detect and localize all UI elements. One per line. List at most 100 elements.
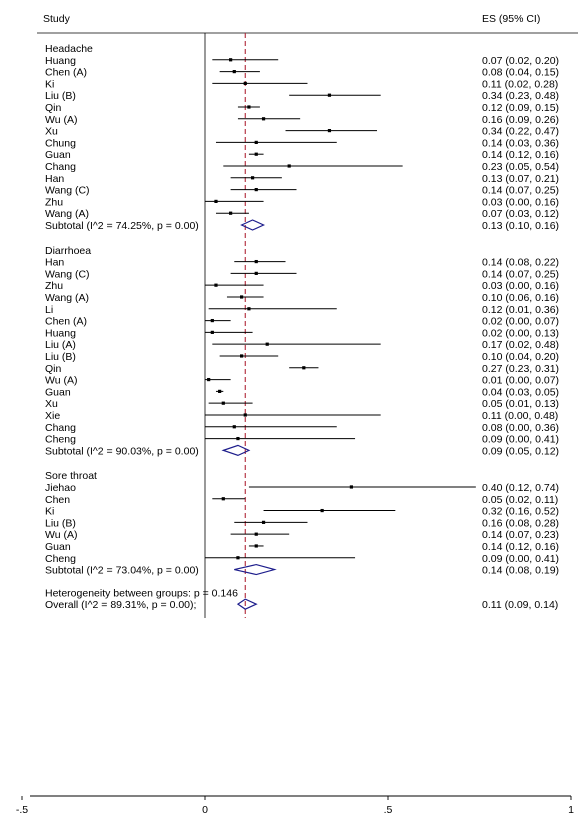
es-value: 0.02 (0.00, 0.07): [482, 316, 559, 328]
study-row: Chang 0.23 (0.05, 0.54): [45, 161, 559, 173]
study-row: Wu (A) 0.16 (0.09, 0.26): [45, 114, 559, 126]
study-label: Wu (A): [45, 375, 77, 387]
study-label: Liu (A): [45, 339, 76, 351]
study-row: Liu (A) 0.17 (0.02, 0.48): [45, 339, 559, 351]
study-row: Qin 0.27 (0.23, 0.31): [45, 363, 559, 375]
study-label: Guan: [45, 386, 71, 398]
x-axis-tick-label: 1: [568, 804, 574, 816]
es-value: 0.14 (0.12, 0.16): [482, 541, 559, 553]
point-estimate: [254, 152, 258, 156]
point-estimate: [349, 485, 353, 489]
point-estimate: [302, 366, 306, 370]
study-row: Wu (A) 0.01 (0.00, 0.07): [45, 375, 559, 387]
group-name: Headache: [45, 43, 93, 55]
es-value: 0.14 (0.08, 0.22): [482, 257, 559, 269]
overall-row: Overall (I^2 = 89.31%, p = 0.00); 0.11 (0…: [45, 598, 558, 611]
point-estimate: [240, 354, 244, 358]
es-value: 0.08 (0.00, 0.36): [482, 422, 559, 434]
study-label: Liu (B): [45, 90, 76, 102]
es-value: 0.08 (0.04, 0.15): [482, 67, 559, 79]
point-estimate: [254, 259, 258, 264]
point-estimate: [221, 497, 225, 501]
es-value: 0.11 (0.09, 0.14): [482, 599, 558, 611]
es-value: 0.16 (0.08, 0.28): [482, 517, 559, 529]
x-axis-tick-label: -.5: [16, 804, 28, 816]
study-row: Qin 0.12 (0.09, 0.15): [45, 102, 559, 114]
study-column-header: Study: [43, 13, 71, 25]
point-estimate: [243, 81, 247, 85]
study-label: Huang: [45, 327, 76, 339]
es-value: 0.05 (0.02, 0.11): [482, 494, 558, 506]
es-column-header: ES (95% CI): [482, 13, 540, 25]
point-estimate: [229, 211, 233, 215]
point-estimate: [207, 377, 211, 382]
subtotal-row: Subtotal (I^2 = 74.25%, p = 0.00) 0.13 (0…: [45, 219, 559, 232]
study-label: Chen (A): [45, 67, 87, 79]
group-name: Sore throat: [45, 470, 97, 482]
es-value: 0.23 (0.05, 0.54): [482, 161, 559, 173]
es-value: 0.02 (0.00, 0.13): [482, 327, 559, 339]
study-row: Chen (A) 0.08 (0.04, 0.15): [45, 67, 559, 79]
study-label: Wu (A): [45, 529, 77, 541]
es-value: 0.40 (0.12, 0.74): [482, 482, 559, 494]
study-label: Chen (A): [45, 316, 87, 328]
study-row: Wang (A) 0.10 (0.06, 0.16): [45, 292, 559, 304]
point-estimate: [250, 176, 255, 180]
point-estimate: [221, 401, 225, 405]
study-row: Liu (B) 0.34 (0.23, 0.48): [45, 90, 559, 102]
point-estimate: [254, 140, 258, 144]
point-estimate: [218, 389, 222, 393]
study-label: Wang (C): [45, 185, 90, 197]
pooled-diamond: [234, 563, 277, 576]
es-value: 0.01 (0.00, 0.07): [482, 375, 559, 387]
es-value: 0.14 (0.07, 0.25): [482, 185, 559, 197]
study-label: Ki: [45, 78, 54, 90]
point-estimate: [327, 93, 332, 97]
group-name: Diarrhoea: [45, 245, 91, 257]
study-row: Zhu 0.03 (0.00, 0.16): [45, 196, 559, 208]
point-estimate: [210, 318, 214, 323]
es-value: 0.32 (0.16, 0.52): [482, 506, 559, 518]
study-label: Zhu: [45, 280, 63, 292]
point-estimate: [232, 425, 236, 429]
study-label: Xu: [45, 398, 58, 410]
group-header: Headache: [45, 43, 93, 55]
es-value: 0.03 (0.00, 0.16): [482, 280, 559, 292]
study-row: Ki 0.11 (0.02, 0.28): [45, 78, 558, 90]
point-estimate: [287, 164, 291, 168]
heterogeneity-row: Heterogeneity between groups: p = 0.146: [45, 587, 238, 599]
study-row: Chen (A) 0.02 (0.00, 0.07): [45, 316, 559, 328]
es-value: 0.10 (0.06, 0.16): [482, 292, 559, 304]
point-estimate: [247, 105, 251, 109]
subtotal-row: Subtotal (I^2 = 90.03%, p = 0.00) 0.09 (0…: [45, 444, 559, 457]
es-value: 0.09 (0.00, 0.41): [482, 553, 559, 565]
study-row: Huang 0.07 (0.02, 0.20): [45, 55, 559, 67]
study-label: Zhu: [45, 196, 63, 208]
heterogeneity-text: Heterogeneity between groups: p = 0.146: [45, 587, 238, 599]
group-header: Diarrhoea: [45, 245, 91, 257]
x-axis-tick-label: 0: [202, 804, 208, 816]
es-value: 0.14 (0.12, 0.16): [482, 149, 559, 161]
study-row: Wu (A) 0.14 (0.07, 0.23): [45, 529, 559, 541]
study-label: Wu (A): [45, 114, 77, 126]
es-value: 0.11 (0.02, 0.28): [482, 78, 558, 90]
point-estimate: [243, 413, 247, 417]
point-estimate: [229, 58, 233, 62]
point-estimate: [261, 117, 266, 121]
pooled-diamond: [240, 219, 266, 231]
point-estimate: [327, 129, 332, 133]
es-value: 0.07 (0.03, 0.12): [482, 208, 559, 220]
point-estimate: [265, 342, 269, 346]
overall-label: Overall (I^2 = 89.31%, p = 0.00);: [45, 599, 196, 611]
point-estimate: [261, 520, 266, 524]
study-label: Jiehao: [45, 482, 76, 494]
study-row: Cheng 0.09 (0.00, 0.41): [45, 553, 559, 565]
es-value: 0.09 (0.00, 0.41): [482, 434, 559, 446]
study-row: Wang (C) 0.14 (0.07, 0.25): [45, 185, 559, 197]
study-row: Chung 0.14 (0.03, 0.36): [45, 137, 559, 149]
point-estimate: [254, 188, 258, 192]
es-value: 0.09 (0.05, 0.12): [482, 445, 559, 457]
es-value: 0.12 (0.09, 0.15): [482, 102, 559, 114]
study-row: Ki 0.32 (0.16, 0.52): [45, 506, 559, 518]
